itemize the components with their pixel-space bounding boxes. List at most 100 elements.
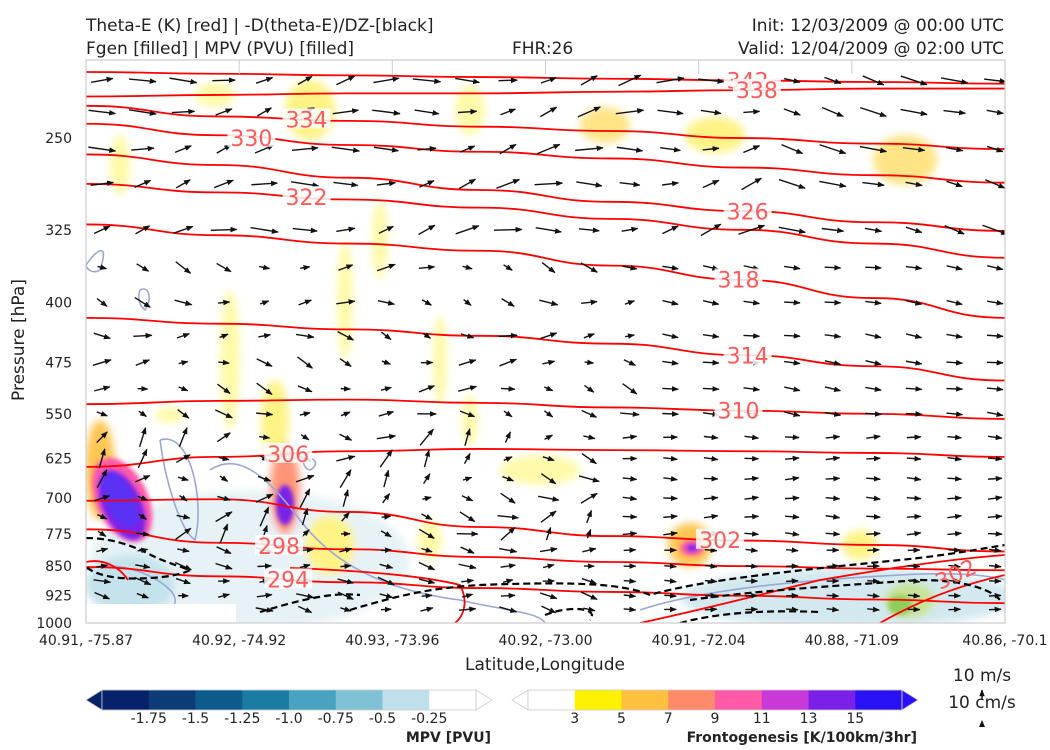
wind-vector [583, 434, 596, 440]
colorbar-tick-label: 7 [664, 711, 673, 727]
wind-vector [256, 107, 273, 117]
theta-e-contour [86, 71, 1005, 85]
wind-vector [541, 605, 557, 614]
wind-vector [98, 448, 106, 469]
wind-vector [336, 455, 356, 462]
wind-vector [948, 606, 962, 613]
wind-vector [135, 474, 151, 483]
wind-vector [137, 448, 148, 469]
theta-e-contour [86, 316, 1005, 382]
wind-vector [301, 507, 309, 526]
dthetae-dz-contour [544, 607, 594, 621]
wind-vector [178, 360, 189, 366]
wind-vector [500, 592, 516, 599]
wind-vector [744, 531, 760, 537]
wind-vector [94, 495, 111, 502]
wind-vector [500, 492, 516, 504]
wind-vector [865, 386, 882, 392]
wind-vector [337, 591, 354, 600]
colorbar-extend [475, 689, 493, 711]
wind-vector [984, 179, 1005, 189]
wind-vector [256, 382, 273, 395]
wind-vector [623, 592, 637, 599]
wind-vector [987, 264, 1004, 271]
wind-vector [702, 333, 720, 339]
wind-vector [581, 577, 597, 585]
wind-vector [620, 411, 640, 417]
wind-vector [865, 264, 882, 271]
wind-vector [785, 531, 800, 537]
wind-vector [336, 299, 356, 305]
wind-vector [988, 592, 1002, 599]
mpv-contour [159, 438, 199, 542]
colorbar-tick-label: -1.5 [182, 711, 209, 727]
wind-vector [461, 495, 474, 502]
wind-vector [784, 299, 801, 306]
wind-vector [825, 531, 841, 537]
colorbar-tick-label: 3 [570, 711, 579, 727]
wind-vector [134, 179, 152, 189]
wind-vector [703, 513, 719, 520]
wind-vector [824, 76, 842, 85]
wind-vector [864, 227, 883, 233]
wind-vector [136, 592, 149, 599]
wind-vector [540, 510, 557, 523]
wind-vector [503, 456, 513, 462]
wind-vector [986, 386, 1004, 392]
x-axis-label: Latitude,Longitude [465, 655, 625, 675]
wind-vector [256, 411, 274, 417]
wind-vector [90, 180, 115, 187]
wind-vector [217, 383, 231, 395]
theta-e-label: 334 [286, 108, 328, 133]
wind-vector [175, 577, 191, 585]
wind-vector [623, 578, 637, 584]
wind-vector [865, 333, 882, 339]
wind-vector [299, 411, 311, 417]
wind-vector [177, 547, 190, 553]
vector-key: 10 m/s 10 cm/s [948, 666, 1016, 727]
wind-vector [945, 146, 964, 153]
wind-vector [135, 225, 151, 235]
wind-vector [905, 360, 923, 366]
theta-e-contour [639, 554, 1005, 623]
y-tick-label: 1000 [36, 616, 72, 632]
wind-vector [134, 576, 152, 586]
wind-vector [862, 181, 885, 188]
wind-vector [783, 108, 801, 116]
wind-vector [781, 143, 804, 155]
wind-vector [865, 299, 882, 306]
wind-vector [622, 383, 638, 395]
wind-vector [906, 530, 922, 537]
x-tick-label: 40.88, -71.09 [805, 633, 899, 649]
wind-vector [342, 489, 349, 507]
wind-vector [420, 606, 434, 613]
theta-e-label-bg [254, 534, 303, 555]
fgen-area [337, 240, 353, 360]
wind-vector [380, 331, 392, 341]
wind-vector [540, 106, 558, 118]
wind-vector [463, 299, 472, 306]
theta-e-label-bg [696, 528, 745, 549]
wind-vector [458, 385, 478, 392]
wind-vector [500, 563, 517, 569]
wind-vector [905, 386, 923, 392]
wind-vector [662, 411, 679, 417]
wind-vector [784, 265, 801, 271]
wind-vector [703, 455, 719, 462]
wind-vector [96, 469, 108, 489]
colorbar-extend [85, 689, 103, 711]
wind-vector [744, 455, 760, 462]
colorbar-tick-label: -1.25 [224, 711, 260, 727]
wind-vector [214, 409, 233, 419]
title-line-1: Theta-E (K) [red] | -D(theta-E)/DZ-[blac… [85, 16, 434, 36]
wind-vector [744, 495, 760, 501]
wind-vector [824, 360, 842, 366]
wind-vector [824, 299, 842, 306]
wind-vector [664, 578, 677, 584]
colorbar-swatch [808, 690, 856, 710]
theta-e-contour [86, 182, 1005, 259]
fgen-area [372, 200, 388, 280]
wind-vector [902, 146, 926, 153]
wind-vector [212, 77, 236, 84]
theta-e-label-bg [714, 399, 763, 420]
